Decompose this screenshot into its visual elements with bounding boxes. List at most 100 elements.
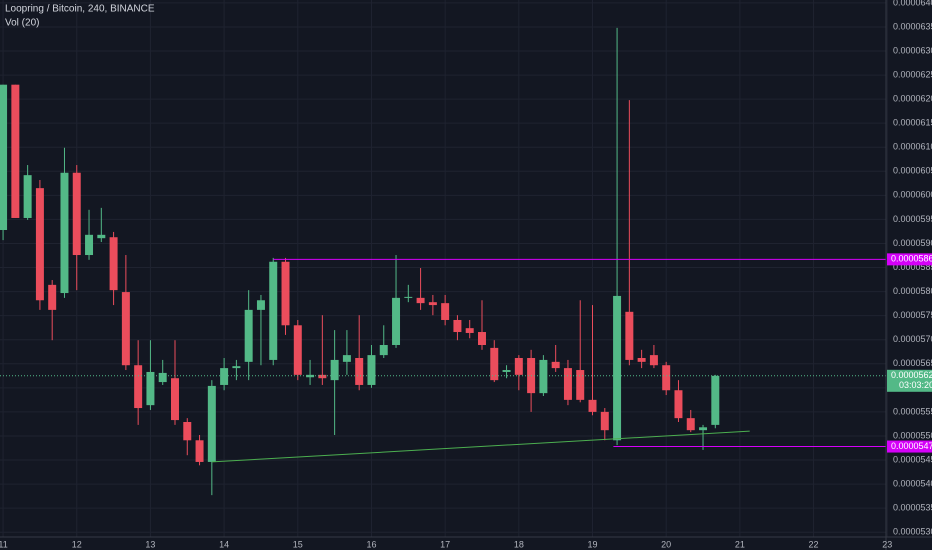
level-label-box	[887, 440, 932, 453]
candle-body	[502, 370, 511, 372]
x-tick-label: 14	[219, 539, 229, 549]
candle-body	[490, 347, 499, 381]
candle-body	[600, 411, 609, 431]
candle-body	[207, 385, 216, 462]
candle-body	[134, 365, 143, 409]
candle-body	[158, 372, 167, 383]
candle-body	[711, 375, 720, 425]
candle-body	[662, 365, 671, 391]
x-tick-label: 23	[882, 539, 892, 549]
candle-body	[588, 399, 597, 412]
y-tick-label: 0.00006200	[893, 93, 932, 103]
y-tick-label: 0.00005500	[893, 430, 932, 440]
candle-body	[428, 302, 437, 306]
candle-body	[318, 374, 327, 379]
volume-indicator-label: Vol (20)	[5, 18, 39, 29]
y-tick-label: 0.00006050	[893, 166, 932, 176]
candle-body	[355, 358, 364, 385]
candle-body	[453, 319, 462, 333]
y-tick-label: 0.00006350	[893, 21, 932, 31]
candle-body	[0, 84, 8, 231]
candle-body	[256, 300, 265, 310]
candle-body	[146, 371, 155, 406]
y-tick-label: 0.00005300	[893, 527, 932, 537]
y-tick-label: 0.00006300	[893, 45, 932, 55]
candle-body	[109, 237, 118, 291]
y-tick-label: 0.00005950	[893, 214, 932, 224]
y-tick-label: 0.00005900	[893, 238, 932, 248]
candle-body	[60, 172, 69, 294]
candle-body	[183, 421, 192, 441]
bar-countdown: 03:03:20	[899, 380, 932, 390]
y-tick-label: 0.00005450	[893, 454, 932, 464]
level-label-box	[887, 253, 932, 266]
candle-body	[649, 355, 658, 366]
x-tick-label: 17	[440, 539, 450, 549]
candle-body	[306, 374, 315, 378]
candle-body	[232, 366, 241, 369]
candle-body	[220, 368, 229, 385]
y-tick-label: 0.00005750	[893, 310, 932, 320]
x-tick-label: 21	[735, 539, 745, 549]
y-tick-label: 0.00005850	[893, 262, 932, 272]
x-tick-label: 16	[366, 539, 376, 549]
candle-body	[465, 328, 474, 333]
candle-body	[244, 309, 253, 362]
y-tick-label: 0.00006400	[893, 0, 932, 7]
candle-body	[699, 427, 708, 431]
candle-body	[11, 84, 20, 218]
candle-body	[170, 378, 179, 421]
candle-body	[293, 325, 302, 375]
candle-body	[686, 418, 695, 431]
x-tick-label: 19	[588, 539, 598, 549]
candle-body	[121, 292, 130, 366]
candle-body	[367, 355, 376, 385]
candle-body	[416, 297, 425, 304]
candle-body	[269, 261, 278, 360]
last-price-box	[887, 369, 932, 392]
candle-body	[404, 296, 413, 298]
candle-body	[35, 188, 44, 301]
candle-body	[576, 370, 585, 400]
candle-body	[563, 368, 572, 400]
y-tick-label: 0.00006150	[893, 118, 932, 128]
candle-body	[477, 332, 486, 346]
candle-body	[342, 355, 351, 362]
y-tick-label: 0.00005550	[893, 406, 932, 416]
level-label: 0.00005478	[891, 441, 932, 451]
y-tick-label: 0.00005700	[893, 334, 932, 344]
candle-body	[379, 345, 388, 356]
chart-title: Loopring / Bitcoin, 240, BINANCE	[5, 4, 155, 15]
trendline	[211, 430, 750, 463]
candle-body	[72, 172, 81, 256]
x-tick-label: 20	[661, 539, 671, 549]
candle-body	[23, 175, 32, 218]
level-label: 0.00005867	[891, 254, 932, 264]
candle-body	[514, 358, 523, 375]
y-tick-label: 0.00006250	[893, 69, 932, 79]
y-tick-label: 0.00006100	[893, 142, 932, 152]
candle-body	[195, 440, 204, 462]
x-tick-label: 18	[514, 539, 524, 549]
x-tick-label: 11	[0, 539, 8, 549]
y-tick-label: 0.00005350	[893, 503, 932, 513]
x-tick-label: 15	[293, 539, 303, 549]
x-tick-label: 13	[145, 539, 155, 549]
candle-body	[392, 297, 401, 346]
y-tick-label: 0.00005650	[893, 358, 932, 368]
y-tick-label: 0.00005400	[893, 478, 932, 488]
candle-body	[613, 295, 622, 441]
candle-body	[625, 311, 634, 360]
y-tick-label: 0.00005800	[893, 286, 932, 296]
x-tick-label: 22	[809, 539, 819, 549]
candle-body	[48, 284, 57, 310]
last-price-label: 0.00005625	[891, 370, 932, 380]
candle-body	[441, 303, 450, 320]
candle-body	[85, 234, 94, 256]
x-tick-label: 12	[72, 539, 82, 549]
candle-body	[637, 358, 646, 362]
candle-body	[551, 361, 560, 369]
